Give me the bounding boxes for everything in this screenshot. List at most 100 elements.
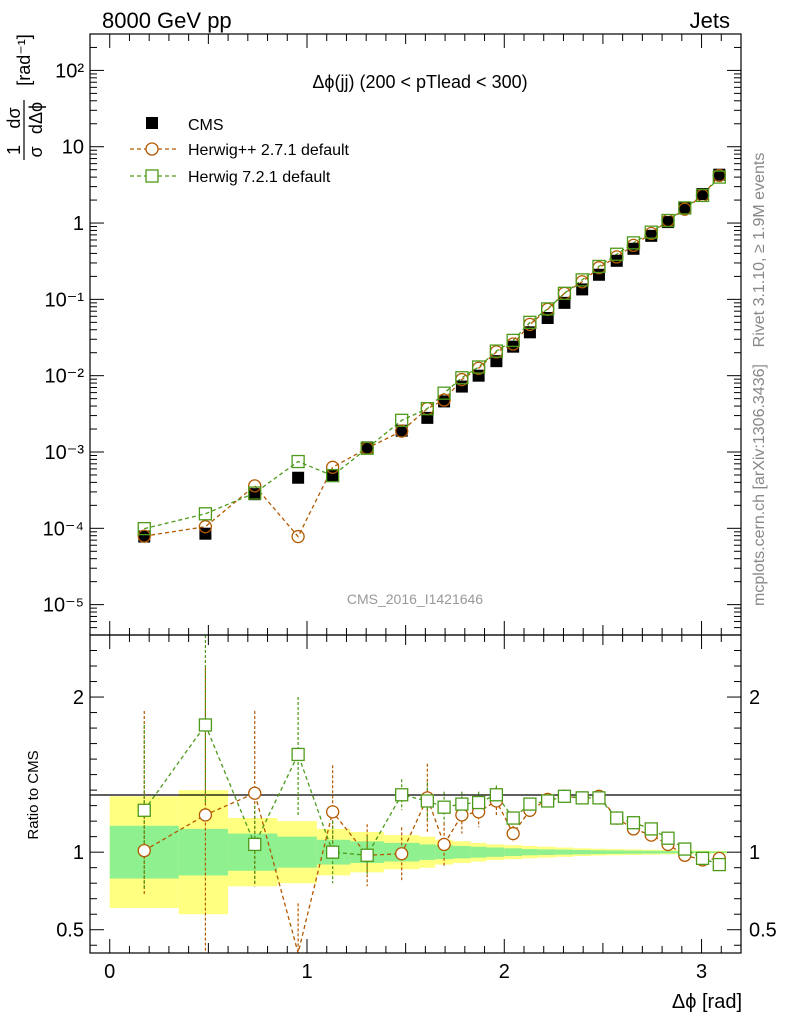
ratio-inner-band — [591, 850, 607, 855]
ratio-herwig7-point — [248, 837, 262, 852]
ratio-herwig7-point — [198, 718, 213, 732]
ratio-y-axis-label: Ratio to CMS — [25, 750, 42, 839]
ratio-inner-band — [419, 844, 436, 860]
mcplots-label: mcplots.cern.ch [arXiv:1306.3436] — [751, 364, 768, 606]
herwig7-data-point — [712, 170, 726, 184]
ratio-inner-band — [452, 845, 471, 859]
herwig7-data-point — [360, 441, 374, 455]
cms-data-point — [395, 424, 408, 437]
x-tick-label: 3 — [696, 961, 707, 983]
herwig7-data-point — [523, 315, 537, 329]
ratio-herwig7-point — [523, 797, 537, 811]
ratio-herwig7-point — [541, 794, 555, 808]
herwig7-data-point — [455, 371, 469, 385]
ratio-herwigpp-point — [198, 808, 213, 822]
ratio-inner-band — [504, 848, 523, 857]
herwig7-data-point — [248, 486, 262, 500]
ratio-herwig7-point — [325, 845, 340, 859]
ratio-herwig7-point — [557, 789, 572, 803]
ylabel-denominator-sigma: σ — [26, 146, 46, 157]
main-y-tick-label: 10⁻¹ — [45, 289, 85, 311]
ratio-herwig7-point — [626, 816, 641, 830]
cms-data-point — [199, 527, 212, 540]
ratio-herwigpp-point — [137, 843, 151, 858]
cms-data-point — [558, 296, 571, 309]
ratio-inner-band — [606, 850, 625, 854]
main-axis-ticks: 10⁻⁵ 10⁻⁴ 10⁻³ 10⁻² 10⁻¹ 1 10 10² — [43, 33, 742, 636]
ratio-herwig7-point — [661, 831, 675, 845]
herwigpp-data-point — [137, 529, 151, 543]
x-tick-label: 1 — [301, 961, 312, 983]
ratio-axis-ticks: 0.5 0.5 1 1 2 2 0 1 2 3 — [56, 634, 777, 983]
ratio-inner-band — [470, 846, 487, 858]
herwig7-data-point — [420, 401, 434, 416]
legend-marker-cms — [146, 117, 158, 129]
main-y-tick-label: 10⁻⁵ — [43, 595, 84, 617]
herwig7-data-point — [489, 344, 504, 358]
ratio-inner-band — [178, 828, 229, 876]
ratio-inner-band — [537, 849, 556, 855]
herwig7-data-point — [661, 213, 675, 228]
ratio-herwig7-point — [695, 851, 710, 866]
ratio-y-tick-label-left: 1 — [73, 842, 84, 864]
ratio-y-tick-label-right: 0.5 — [749, 920, 777, 942]
ratio-inner-band — [624, 850, 643, 854]
header-left: 8000 GeV pp — [102, 8, 232, 33]
x-tick-label: 0 — [104, 961, 115, 983]
ratio-inner-band — [522, 849, 538, 856]
rivet-label: Rivet 3.1.10, ≥ 1.9M events — [751, 153, 768, 348]
ratio-plot-frame — [89, 634, 742, 954]
ylabel-denominator: dΔϕ — [26, 102, 46, 134]
herwig7-data-point — [395, 413, 409, 427]
main-y-tick-label: 10⁻⁴ — [43, 518, 84, 540]
cms-data-point — [455, 380, 468, 393]
herwigpp-data-point — [198, 520, 213, 534]
ratio-herwig7-point — [575, 791, 589, 805]
herwigpp-data-point — [291, 529, 305, 544]
ratio-plot-bands — [109, 790, 728, 915]
herwig7-data-point — [541, 302, 555, 316]
ratio-inner-band — [277, 836, 317, 868]
main-y-axis-label: 1 dσ σ dΔϕ [rad⁻¹] — [4, 34, 46, 160]
cms-data-point — [138, 530, 151, 543]
ratio-herwigpp-point — [395, 847, 409, 861]
ratio-herwigpp-point — [248, 786, 262, 800]
legend-marker-herwigpp — [145, 142, 159, 156]
ratio-y-tick-label-left: 0.5 — [56, 920, 84, 942]
ratio-herwig7-point — [506, 811, 520, 825]
cms-data-point — [592, 268, 605, 281]
main-y-tick-label: 10 — [62, 137, 84, 159]
ratio-herwig7-point — [592, 791, 606, 805]
main-y-tick-label: 1 — [73, 213, 84, 235]
herwig7-data-point — [506, 333, 520, 348]
herwig7-data-point — [198, 507, 213, 521]
x-axis-label: Δϕ [rad] — [672, 991, 742, 1013]
ratio-herwigpp-point — [437, 837, 451, 852]
cms-data-point — [248, 488, 261, 501]
herwig7-data-point — [626, 236, 641, 250]
legend-label-herwig7: Herwig 7.2.1 default — [188, 169, 331, 186]
main-y-tick-label: 10² — [55, 60, 84, 82]
x-tick-label: 2 — [499, 961, 510, 983]
ratio-herwig7-point — [489, 788, 504, 802]
ylabel-numerator-one: 1 — [4, 145, 24, 155]
cms-data-point — [438, 395, 451, 408]
herwigpp-data-point — [437, 393, 451, 407]
ratio-herwig7-point — [678, 842, 692, 856]
legend: CMS Herwig++ 2.7.1 default Herwig 7.2.1 … — [130, 117, 350, 186]
ratio-inner-band — [555, 849, 574, 855]
ratio-herwig7-point — [137, 803, 151, 817]
ratio-herwig7-point — [291, 747, 305, 762]
cms-data-point — [361, 441, 374, 454]
ylabel-unit: [rad⁻¹] — [14, 34, 34, 86]
main-series-line — [144, 175, 720, 538]
herwigpp-data-point — [325, 460, 340, 474]
ratio-herwig7-point — [395, 788, 409, 802]
plot-title: Δϕ(jj) (200 < pTlead < 300) — [312, 72, 527, 92]
ratio-herwig7-point — [644, 822, 658, 836]
herwig7-data-point — [678, 201, 692, 215]
cms-data-point — [292, 471, 305, 484]
watermark: CMS_2016_I1421646 — [347, 591, 483, 607]
cms-data-point — [490, 355, 503, 368]
main-y-tick-label: 10⁻³ — [45, 442, 85, 464]
